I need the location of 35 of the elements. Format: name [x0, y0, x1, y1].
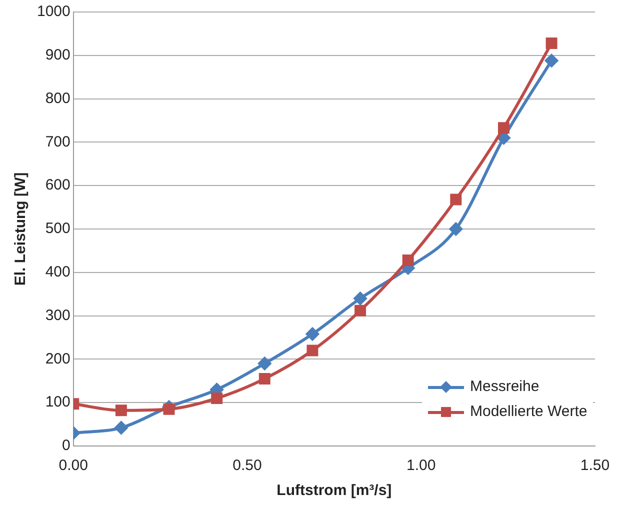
- point: [163, 403, 175, 415]
- point: [546, 38, 558, 49]
- x-tick-label: 1.50: [580, 457, 610, 474]
- point: [449, 222, 462, 236]
- y-tick-label: 500: [45, 220, 70, 238]
- y-tick-label: 700: [45, 133, 70, 150]
- x-tick-label: 1.00: [406, 457, 436, 474]
- x-tick-label: 0.00: [58, 457, 88, 474]
- point: [498, 122, 510, 134]
- y-tick-label: 100: [45, 394, 70, 411]
- y-tick-label: 1000: [36, 3, 70, 20]
- point: [354, 292, 367, 305]
- y-tick-label: 300: [45, 306, 70, 324]
- y-tick-label: 200: [45, 350, 70, 368]
- point: [306, 344, 318, 356]
- point: [115, 404, 127, 416]
- x-tick-label: 0.50: [232, 457, 262, 474]
- point: [211, 392, 223, 404]
- point: [402, 254, 414, 266]
- y-tick-label: 800: [45, 90, 70, 107]
- y-tick-label: 0: [62, 437, 70, 454]
- legend-label: Messreihe: [470, 378, 540, 395]
- point: [114, 421, 128, 434]
- point: [450, 194, 462, 206]
- y-tick-label: 400: [45, 264, 70, 281]
- point: [545, 54, 558, 68]
- point: [354, 304, 366, 316]
- y-tick-label: 900: [45, 46, 70, 64]
- y-tick-label: 600: [45, 176, 70, 194]
- point: [258, 357, 272, 370]
- x-axis-title: Luftstrom [m³/s]: [276, 482, 392, 500]
- point: [258, 372, 270, 384]
- point: [306, 328, 319, 341]
- legend-label: Modellierte Werte: [470, 403, 588, 420]
- y-axis-title: El. Leistung [W]: [12, 172, 30, 286]
